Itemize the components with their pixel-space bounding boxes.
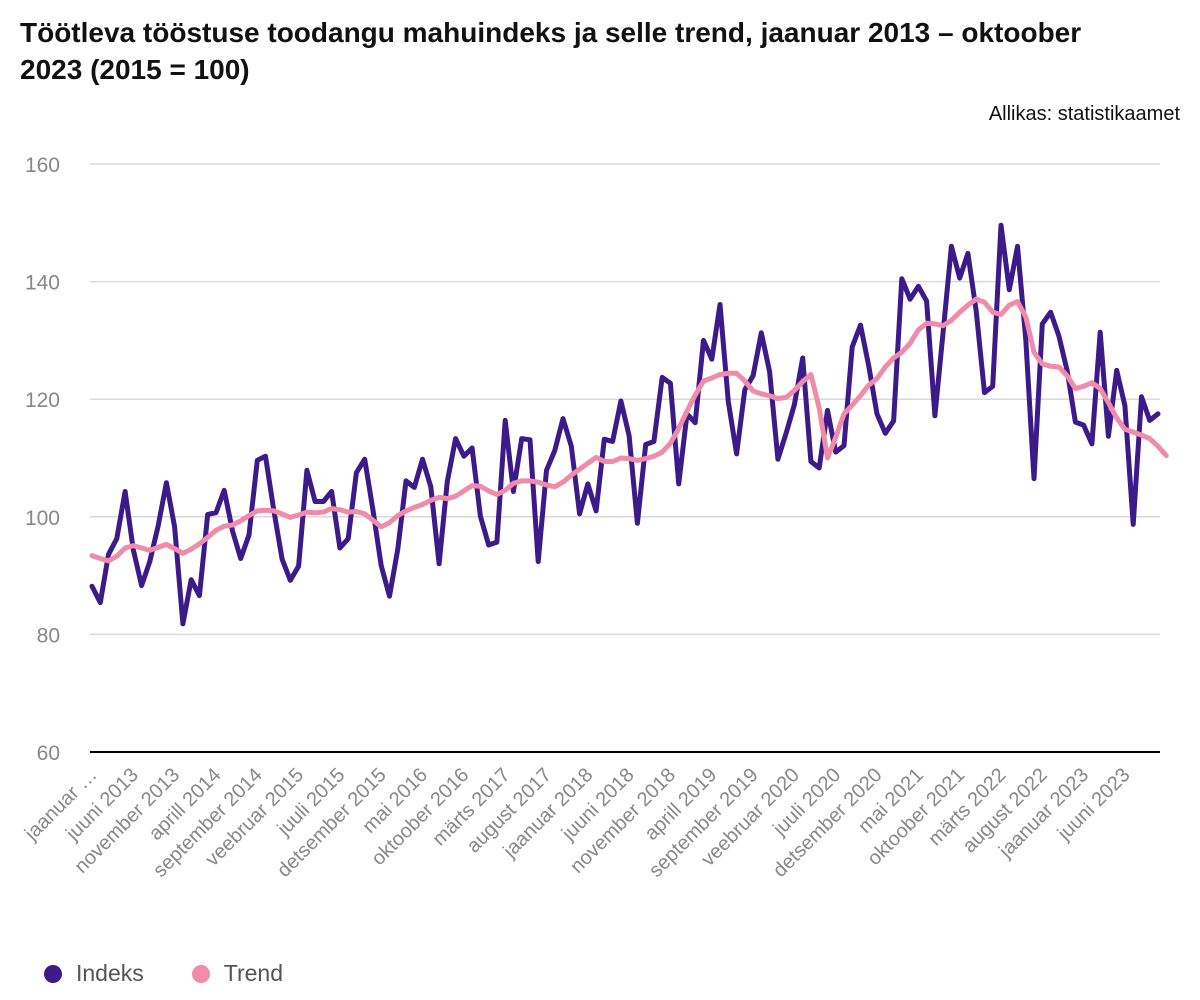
y-tick-label: 80 (37, 624, 60, 647)
series-line-indeks[interactable] (89, 222, 1161, 627)
y-tick-label: 60 (37, 742, 60, 765)
legend-swatch-trend (191, 964, 210, 983)
legend-item-trend[interactable]: Trend (191, 960, 283, 987)
y-tick-label: 160 (25, 154, 60, 177)
legend: Indeks Trend (44, 960, 331, 987)
legend-label-trend: Trend (223, 960, 283, 986)
legend-label-indeks: Indeks (76, 960, 144, 986)
legend-swatch-indeks (44, 964, 62, 983)
legend-item-indeks[interactable]: Indeks (44, 960, 144, 987)
y-tick-label: 140 (25, 272, 60, 295)
y-tick-label: 120 (25, 389, 60, 412)
y-tick-label: 100 (25, 507, 60, 530)
chart-title: Töötleva tööstuse toodangu mahuindeks ja… (20, 17, 1082, 85)
series-line-trend[interactable] (89, 296, 1169, 564)
source-note: Allikas: statistikaamet (988, 103, 1180, 125)
